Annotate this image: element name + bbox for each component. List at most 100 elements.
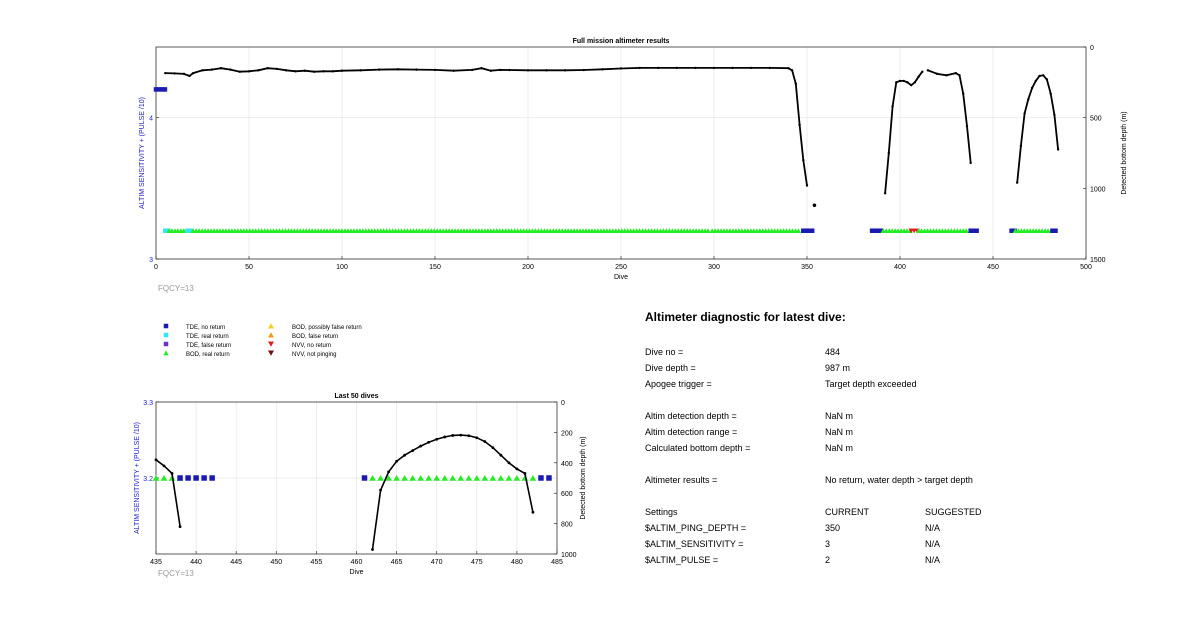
last-50-y-right-tick-label: 1000: [561, 552, 577, 559]
tde-no-return-marker: [806, 228, 812, 233]
tde-no-return-marker: [538, 475, 544, 481]
last-50-x-tick-label: 475: [471, 559, 483, 566]
last-50-depth-point: [154, 458, 158, 462]
full-mission-depth-point: [545, 69, 548, 72]
full-mission-depth-point: [802, 158, 805, 162]
full-mission-depth-point: [962, 92, 965, 95]
full-mission-depth-point: [238, 70, 241, 73]
setting-suggested: N/A: [925, 523, 941, 533]
full-mission-depth-point: [675, 66, 678, 70]
legend-entry-label: BOD, real return: [186, 352, 230, 358]
tde-no-return-marker: [162, 87, 168, 92]
full-mission-depth-point: [945, 74, 948, 77]
last-50-depth-point: [170, 472, 174, 475]
full-mission-depth-point: [790, 69, 794, 72]
tde-no-return-marker: [153, 87, 159, 92]
bod-real-return-marker: [481, 474, 489, 481]
full-mission-x-tick-label: 400: [894, 264, 906, 271]
full-mission-depth-point: [887, 151, 891, 155]
last-50-depth-point: [467, 434, 471, 438]
bod-real-return-marker: [425, 474, 432, 481]
full-mission-depth-point: [731, 66, 734, 70]
last-50-x-tick-label: 460: [351, 559, 363, 566]
nvv-no-return-marker: [268, 341, 274, 347]
last-50-depth-point: [411, 449, 415, 453]
full-mission-depth-point: [883, 192, 887, 195]
last-50-x-tick-label: 485: [551, 559, 563, 566]
last-50-depth-point: [162, 464, 166, 468]
legend-entry-label: NVV, not pinging: [292, 352, 336, 358]
full-mission-depth-point: [798, 123, 801, 126]
last-50-x-tick-label: 445: [230, 559, 242, 566]
diag-label: Dive no =: [645, 347, 684, 357]
full-mission-depth-point: [1045, 78, 1049, 81]
full-mission-depth-point: [285, 69, 288, 72]
nvv-not-pinging-marker: [268, 350, 274, 356]
last-50-x-axis-label: Dive: [349, 569, 363, 576]
diag-value: No return, water depth > target depth: [825, 475, 973, 485]
diag-value: 484: [825, 347, 841, 357]
bod-real-return-marker: [417, 474, 424, 481]
bod-real-return-marker: [529, 474, 537, 481]
full-mission-y-right-tick-label: 0: [1090, 45, 1094, 52]
full-mission-y-left-tick-label: 3: [149, 257, 153, 264]
full-mission-depth-point: [638, 66, 641, 70]
tde-no-return-marker: [193, 475, 199, 481]
bod-real-return-marker: [505, 474, 513, 481]
legend-entry-label: TDE, no return: [186, 325, 225, 331]
full-mission-depth-point: [480, 67, 483, 70]
legend-entry-label: BOD, false return: [292, 334, 338, 340]
full-mission-depth-point: [1023, 112, 1026, 115]
tde-no-return-marker: [971, 228, 976, 233]
bod-real-return-marker: [513, 474, 521, 481]
tde-no-return-marker: [974, 228, 979, 233]
full-mission-x-tick-label: 500: [1080, 264, 1092, 271]
tde-no-return-marker: [1053, 228, 1058, 233]
settings-header-label: Settings: [645, 507, 678, 517]
diag-label: Altim detection depth =: [645, 411, 737, 421]
full-mission-depth-point: [906, 81, 909, 84]
tde-real-return-marker: [188, 228, 193, 233]
full-mission-y-right-tick-label: 500: [1090, 116, 1102, 123]
last-50-x-tick-label: 435: [150, 559, 162, 566]
full-mission-depth-point: [219, 67, 223, 70]
tde-no-return-marker: [163, 323, 169, 329]
diag-value: 987 m: [825, 363, 851, 373]
setting-name: $ALTIM_PING_DEPTH =: [645, 523, 747, 533]
full-mission-depth-point: [909, 83, 913, 87]
full-mission-x-axis-label: Dive: [614, 274, 628, 281]
full-mission-y-right-tick-label: 1000: [1090, 186, 1106, 193]
full-mission-depth-point: [294, 70, 297, 73]
full-mission-depth-line: [884, 71, 924, 194]
full-mission-depth-point: [257, 69, 260, 72]
tde-no-return-marker: [1050, 228, 1055, 233]
last-50-depth-point: [427, 440, 431, 444]
last-50-depth-point: [443, 435, 447, 439]
bod-real-return-marker: [163, 350, 169, 356]
full-mission-depth-point: [657, 66, 660, 70]
full-mission-depth-point: [359, 69, 362, 72]
last-50-depth-point: [419, 444, 423, 448]
setting-name: $ALTIM_PULSE =: [645, 555, 719, 565]
full-mission-depth-point: [913, 81, 917, 84]
full-mission-depth-point: [619, 67, 623, 70]
last-50-depth-point: [531, 510, 535, 514]
full-mission-depth-point: [1038, 74, 1041, 78]
full-mission-depth-point: [378, 68, 381, 71]
full-mission-depth-point: [192, 71, 195, 75]
full-mission-x-tick-label: 0: [154, 264, 158, 271]
full-mission-depth-point: [173, 72, 176, 75]
legend-entry-label: TDE, real return: [186, 334, 229, 340]
bod-real-return-marker: [457, 474, 465, 481]
legend-entry-label: NVV, no return: [292, 343, 331, 349]
tde-no-return-marker: [361, 475, 368, 481]
setting-suggested: N/A: [925, 555, 941, 565]
full-mission-depth-point: [210, 68, 213, 71]
full-mission-y-left-axis-label: ALTIM SENSITIVITY + (PULSE /10): [139, 97, 146, 209]
last-50-x-tick-label: 455: [311, 559, 323, 566]
full-mission-depth-point: [229, 68, 232, 71]
full-mission-depth-point: [895, 81, 898, 84]
bod-real-return-marker: [401, 474, 408, 481]
last-50-depth-point: [451, 434, 455, 437]
last-50-x-tick-label: 470: [431, 559, 443, 566]
